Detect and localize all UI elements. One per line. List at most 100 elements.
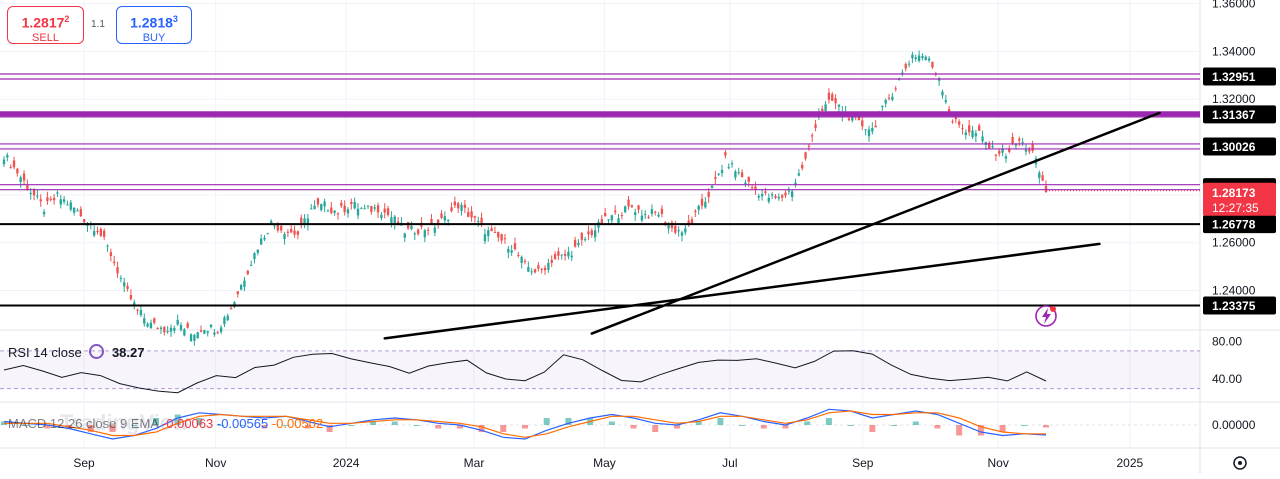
time-tick: Sep bbox=[852, 456, 874, 470]
candle bbox=[727, 167, 730, 169]
settings-gear-icon[interactable] bbox=[1233, 456, 1247, 470]
time-tick: Jul bbox=[722, 456, 737, 470]
candle bbox=[1028, 149, 1031, 152]
rsi-value: 38.27 bbox=[111, 345, 145, 360]
macd-tick: 0.00000 bbox=[1212, 418, 1256, 432]
candle bbox=[380, 214, 383, 219]
macd-pane[interactable] bbox=[0, 408, 1200, 440]
macd-line-value: -0.00565 bbox=[216, 416, 269, 431]
candle bbox=[467, 212, 470, 217]
candle bbox=[627, 199, 630, 207]
candle bbox=[22, 173, 26, 181]
candle bbox=[884, 100, 887, 104]
candle bbox=[183, 329, 186, 336]
candle bbox=[837, 104, 841, 107]
candle bbox=[36, 195, 39, 197]
macd-histogram-bar bbox=[239, 425, 246, 426]
level-badge bbox=[1203, 215, 1276, 234]
flash-alert-icon[interactable] bbox=[1035, 305, 1057, 327]
candle bbox=[123, 282, 126, 287]
price-axis[interactable]: 1.360001.340001.320001.300001.280001.260… bbox=[1203, 0, 1276, 432]
candle bbox=[276, 224, 280, 231]
candle bbox=[109, 252, 113, 257]
candle bbox=[239, 285, 243, 290]
levels[interactable] bbox=[0, 73, 1200, 307]
level-badge-text: 1.30026 bbox=[1212, 140, 1256, 154]
candle bbox=[1031, 144, 1034, 151]
candle bbox=[326, 210, 330, 212]
candle bbox=[533, 269, 537, 273]
candle bbox=[760, 194, 764, 197]
candle bbox=[961, 128, 964, 130]
rsi-settings-icon[interactable] bbox=[89, 344, 105, 359]
candle bbox=[911, 54, 914, 59]
level-badge bbox=[1203, 296, 1276, 315]
trendlines[interactable] bbox=[383, 111, 1161, 340]
time-tick: 2024 bbox=[333, 456, 360, 470]
time-tick: May bbox=[593, 456, 616, 470]
candle bbox=[189, 334, 193, 342]
candle bbox=[580, 233, 583, 240]
candle bbox=[570, 255, 573, 258]
candle bbox=[577, 242, 580, 246]
candle bbox=[356, 208, 360, 216]
buy-button[interactable]: 1.28183 BUY bbox=[116, 6, 192, 44]
candle bbox=[624, 206, 627, 213]
candle bbox=[824, 104, 827, 111]
candle bbox=[283, 233, 286, 240]
candle bbox=[487, 230, 490, 237]
candle bbox=[767, 197, 770, 202]
candle bbox=[323, 201, 326, 207]
candle bbox=[313, 205, 316, 210]
candle bbox=[159, 327, 163, 329]
candle bbox=[530, 271, 533, 273]
candle bbox=[941, 91, 944, 96]
macd-histogram-bar bbox=[326, 425, 333, 432]
candle bbox=[403, 233, 406, 238]
rsi-pane[interactable] bbox=[0, 350, 1200, 394]
macd-histogram-bar bbox=[782, 425, 789, 429]
candle bbox=[280, 225, 283, 231]
candle bbox=[734, 171, 737, 178]
candle bbox=[901, 72, 904, 74]
candle bbox=[1021, 142, 1024, 144]
candle bbox=[32, 189, 36, 196]
candle bbox=[12, 160, 16, 168]
macd-legend[interactable]: MACD 12 26 close 9 EMA -0.00063 -0.00565… bbox=[8, 416, 323, 431]
macd-histogram-bar bbox=[804, 421, 811, 425]
candle bbox=[497, 231, 500, 238]
candle bbox=[887, 97, 891, 99]
candle bbox=[243, 280, 246, 288]
macd-histogram-bar bbox=[956, 425, 963, 436]
time-axis[interactable]: Sep Nov 2024 Mar May Jul Sep Nov 2025 bbox=[73, 456, 1143, 470]
candle bbox=[470, 211, 473, 218]
candle bbox=[894, 88, 897, 90]
candle bbox=[460, 204, 463, 211]
macd-histogram-bar bbox=[760, 425, 767, 429]
rsi-legend[interactable]: RSI 14 close 38.27 bbox=[8, 344, 145, 360]
macd-histogram-bar bbox=[543, 418, 550, 425]
candle bbox=[193, 334, 196, 341]
candle bbox=[93, 231, 96, 236]
candle bbox=[477, 221, 480, 223]
candle bbox=[169, 327, 173, 332]
candle bbox=[674, 225, 677, 233]
candle bbox=[270, 220, 273, 223]
candle bbox=[236, 291, 239, 295]
current-price-badge[interactable] bbox=[1203, 182, 1276, 216]
candle bbox=[249, 264, 253, 266]
candle bbox=[46, 197, 49, 201]
candle bbox=[143, 318, 146, 324]
trendline[interactable] bbox=[590, 111, 1161, 335]
candle bbox=[303, 218, 306, 224]
macd-histogram-bar bbox=[22, 425, 29, 426]
sell-button[interactable]: 1.28172 SELL bbox=[7, 6, 84, 44]
macd-histogram-bar bbox=[413, 425, 420, 426]
candle bbox=[864, 129, 867, 131]
candle bbox=[690, 219, 694, 224]
trendline[interactable] bbox=[383, 242, 1101, 340]
macd-histogram-bar bbox=[304, 425, 311, 429]
